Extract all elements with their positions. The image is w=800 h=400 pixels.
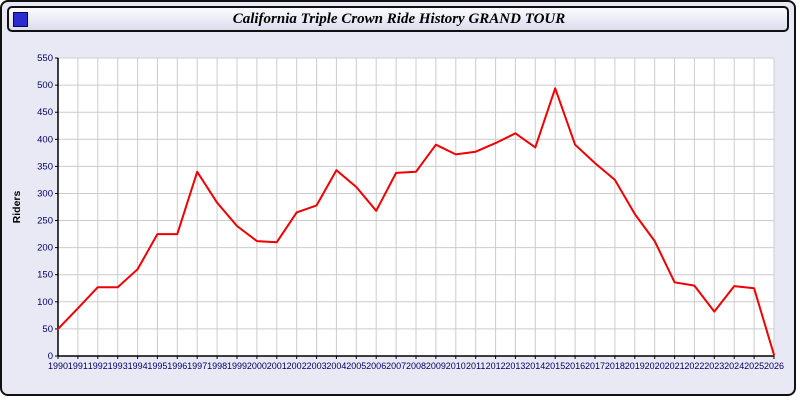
svg-text:2004: 2004: [326, 361, 346, 371]
svg-text:2019: 2019: [625, 361, 645, 371]
page-title: California Triple Crown Ride History GRA…: [232, 10, 566, 27]
svg-text:350: 350: [37, 161, 53, 172]
svg-text:2023: 2023: [704, 361, 724, 371]
svg-text:2003: 2003: [307, 361, 327, 371]
svg-text:1994: 1994: [128, 361, 148, 371]
svg-text:300: 300: [37, 189, 53, 200]
svg-text:2022: 2022: [684, 361, 704, 371]
svg-text:0: 0: [48, 351, 53, 362]
svg-text:1996: 1996: [167, 361, 187, 371]
svg-text:2015: 2015: [545, 361, 565, 371]
svg-text:2026: 2026: [764, 361, 784, 371]
svg-text:2013: 2013: [505, 361, 525, 371]
svg-text:1999: 1999: [227, 361, 247, 371]
svg-text:2016: 2016: [565, 361, 585, 371]
svg-text:250: 250: [37, 216, 53, 227]
svg-text:100: 100: [37, 297, 53, 308]
svg-text:1990: 1990: [48, 361, 68, 371]
svg-text:2008: 2008: [406, 361, 426, 371]
svg-text:2006: 2006: [366, 361, 386, 371]
svg-text:2011: 2011: [466, 361, 485, 371]
svg-text:Riders: Riders: [11, 191, 23, 224]
svg-text:500: 500: [37, 80, 53, 91]
svg-text:2012: 2012: [486, 361, 506, 371]
svg-text:2010: 2010: [446, 361, 466, 371]
svg-text:1991: 1991: [68, 361, 88, 371]
svg-text:2007: 2007: [386, 361, 406, 371]
svg-text:1992: 1992: [88, 361, 108, 371]
title-bar: California Triple Crown Ride History GRA…: [7, 6, 789, 32]
svg-text:2018: 2018: [605, 361, 625, 371]
svg-text:2024: 2024: [724, 361, 744, 371]
svg-text:550: 550: [37, 53, 53, 64]
svg-text:2002: 2002: [287, 361, 307, 371]
svg-text:1995: 1995: [147, 361, 167, 371]
svg-text:200: 200: [37, 243, 53, 254]
svg-text:1997: 1997: [187, 361, 207, 371]
svg-text:2001: 2001: [267, 361, 287, 371]
svg-text:50: 50: [42, 324, 53, 335]
svg-text:2021: 2021: [665, 361, 685, 371]
window-icon: [13, 11, 28, 27]
svg-text:1993: 1993: [108, 361, 128, 371]
svg-text:2025: 2025: [744, 361, 764, 371]
svg-text:2005: 2005: [346, 361, 366, 371]
svg-text:2009: 2009: [426, 361, 446, 371]
svg-text:2000: 2000: [247, 361, 267, 371]
svg-text:1998: 1998: [207, 361, 227, 371]
svg-text:2020: 2020: [645, 361, 665, 371]
svg-text:2017: 2017: [585, 361, 605, 371]
svg-text:450: 450: [37, 107, 53, 118]
chart-area: 0 50 100 150 200 250 300 350 400 450 500 550 1990 199…: [10, 46, 788, 389]
svg-text:150: 150: [37, 270, 53, 281]
svg-text:400: 400: [37, 134, 53, 145]
svg-text:2014: 2014: [525, 361, 545, 371]
